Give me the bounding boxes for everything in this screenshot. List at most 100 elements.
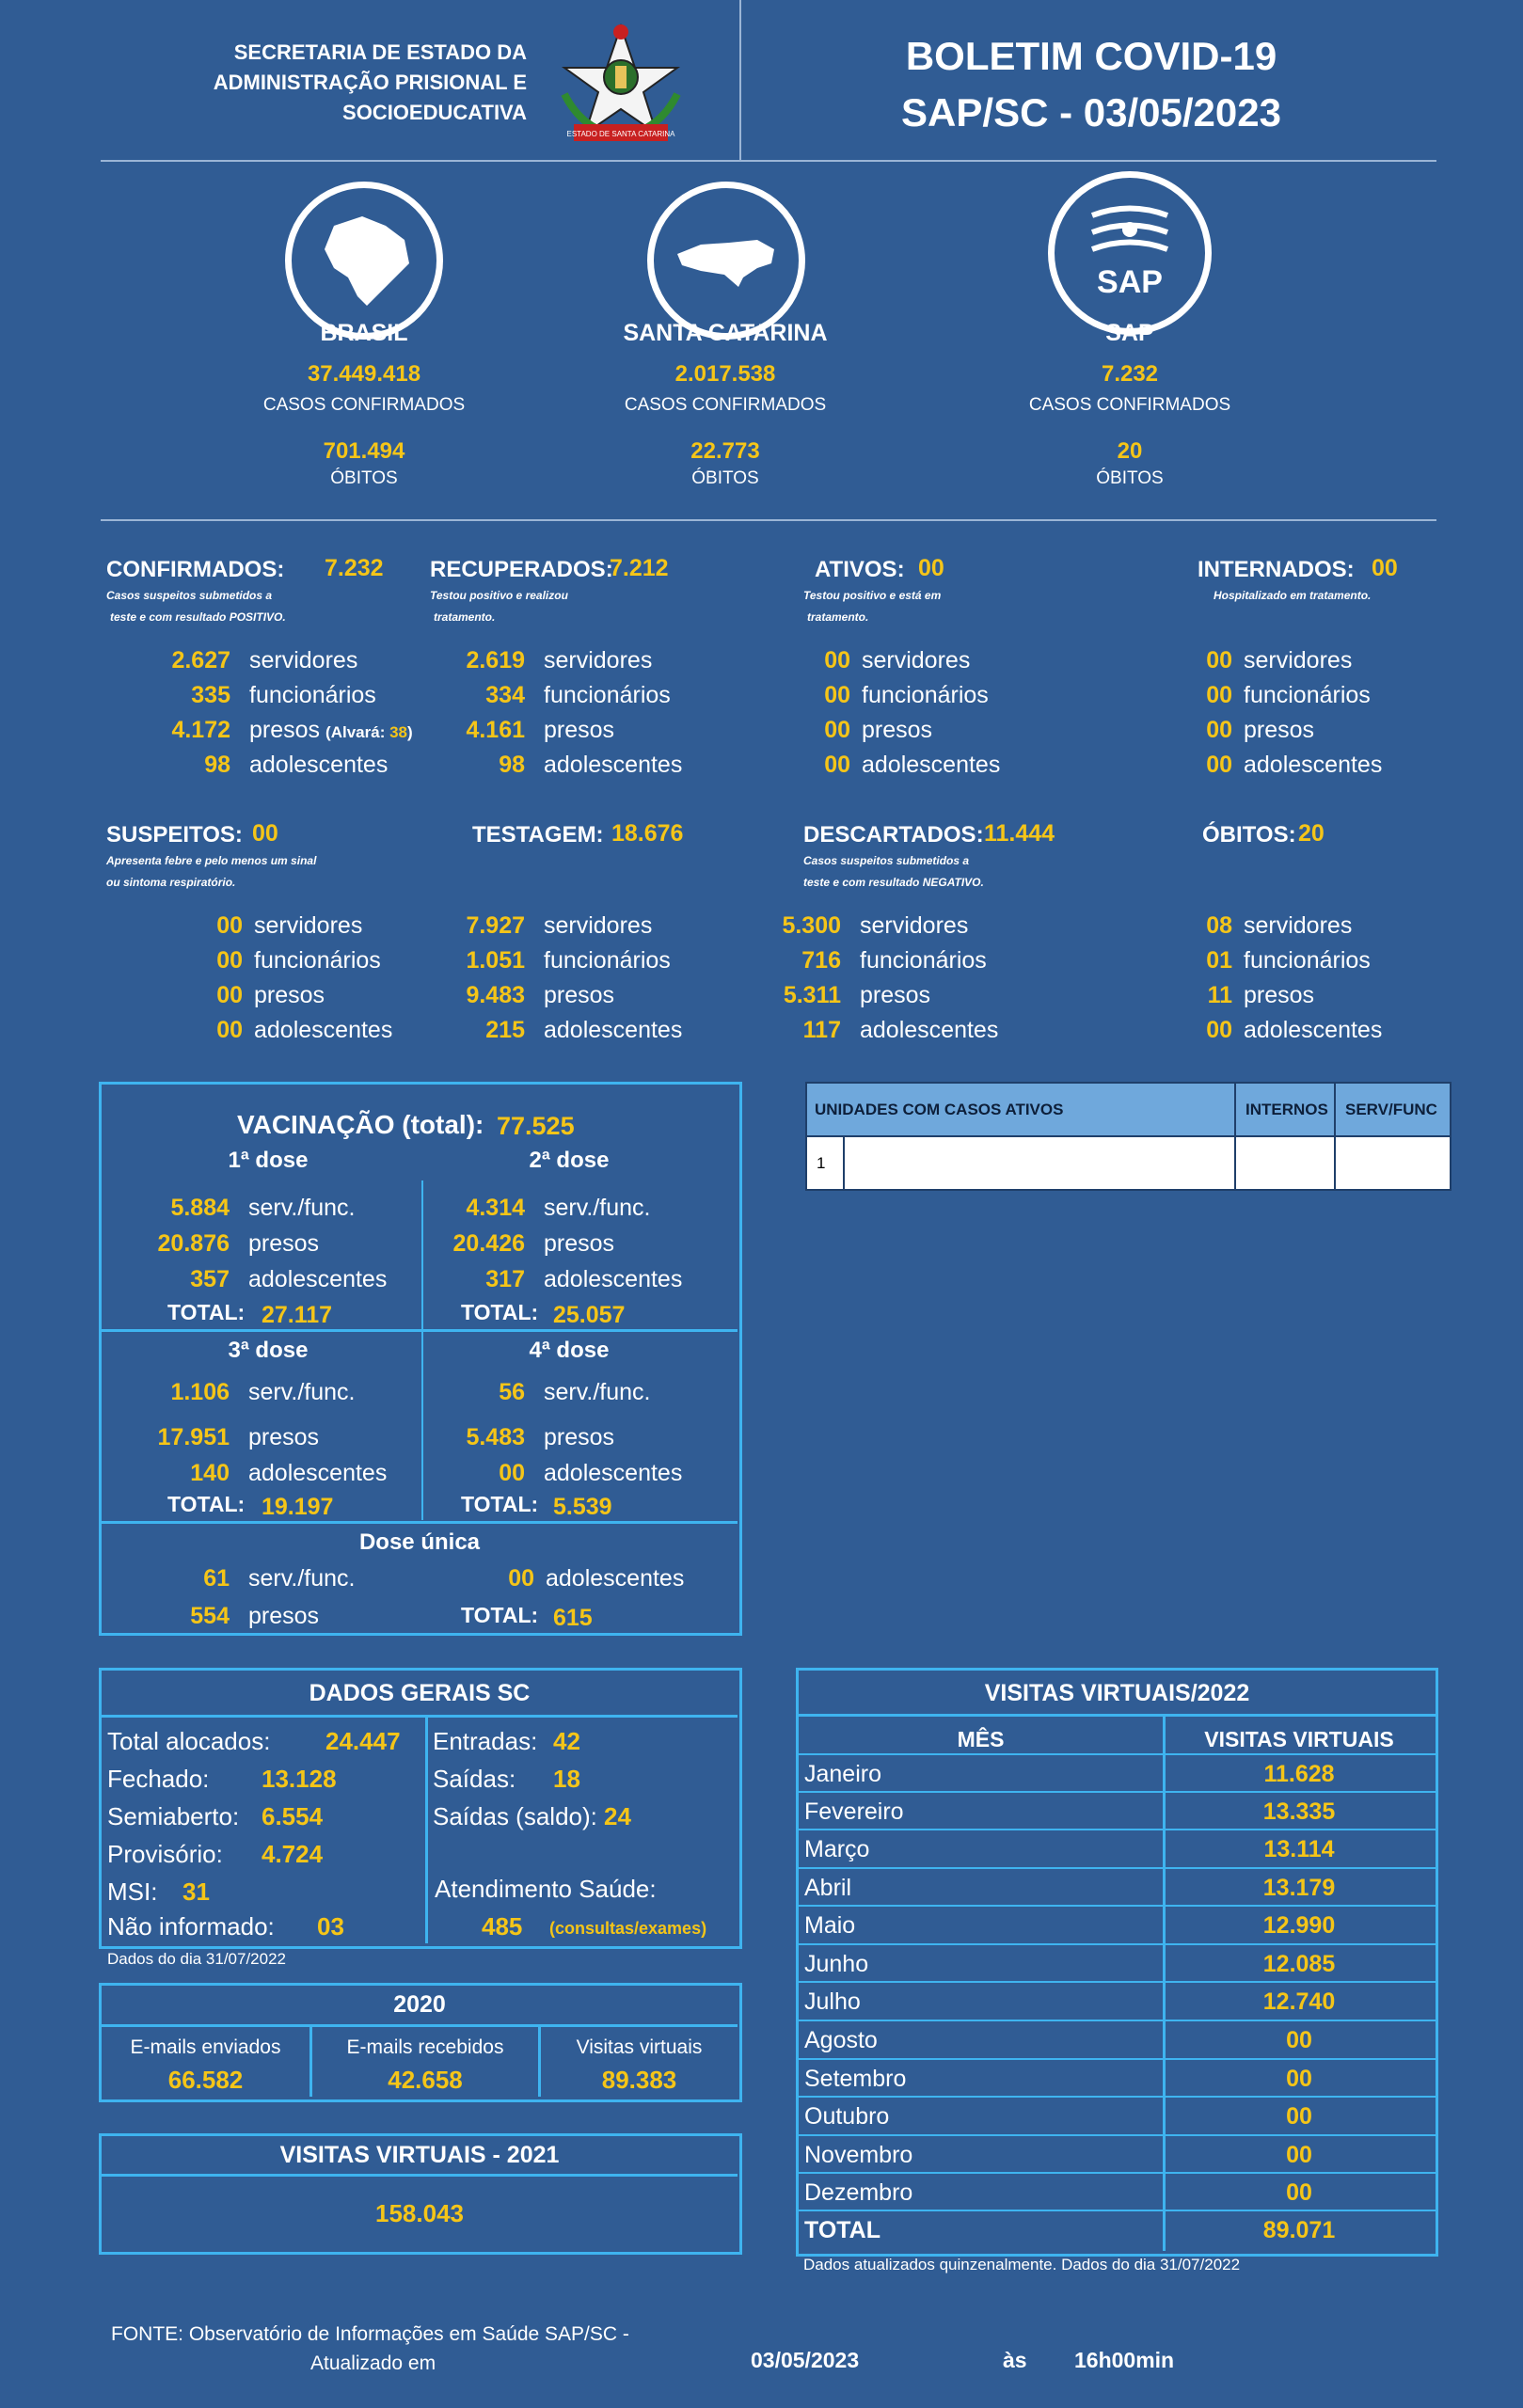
dg-left-4-value: 31 [182,1877,210,1906]
dg-left-4-label: MSI: [107,1877,158,1906]
vrow-line [799,2020,1436,2021]
row-label: adolescentes [544,1266,683,1292]
internados-row-adolescentes: 00 adolescentes [1176,752,1382,779]
row-value: 08 [1206,912,1232,939]
title-line-1: BOLETIM COVID-19 [905,34,1277,78]
row-label: servidores [1244,912,1353,939]
vacinacao-hline-2 [102,1521,738,1524]
month-value: 11.628 [1263,1761,1335,1787]
month-label: Novembro [804,2142,913,2168]
row-label: presos [1244,717,1315,743]
row-label: adolescentes [862,752,1001,778]
row-value: 117 [802,1017,841,1043]
dg-right-0-label: Entradas: [433,1727,538,1755]
confirmados-note: Casos suspeitos submetidos a teste e com… [106,585,286,628]
month-value: 12.990 [1262,1912,1336,1939]
dose3-row-presos: 17.951 presos [132,1424,320,1451]
overview-brasil-deaths: 701.494 [323,438,405,464]
month-value: 00 [1286,2027,1312,2053]
testagem-label: TESTAGEM: [472,822,604,848]
suspeitos-value: 00 [252,820,278,847]
unidades-row-divider [807,1135,1450,1137]
title-line-2: SAP/SC - 03/05/2023 [901,90,1281,135]
internados-row-funcionarios: 00 funcionários [1176,682,1371,709]
dose-unica-title: Dose única [358,1529,481,1555]
dose2-row-adolescentes: 317 adolescentes [433,1266,682,1293]
dose4-row-presos: 5.483 presos [433,1424,614,1451]
vrow-line [799,2096,1436,2098]
footer-date: 03/05/2023 [751,2348,860,2372]
footer-source-line-2: Atualizado em [310,2353,436,2374]
row-value: 00 [508,1565,534,1592]
brazil-map-icon [285,182,443,340]
dose-unica-row-adolescentes: 00 adolescentes [433,1565,684,1592]
row-value: 140 [190,1460,230,1486]
dose1-total-label: TOTAL: [167,1300,246,1324]
dose3-title: 3ª dose [228,1338,309,1363]
unidades-col-name: UNIDADES COM CASOS ATIVOS [815,1101,1064,1118]
dose1-total: 27.117 [262,1302,333,1328]
row-label: adolescentes [248,1460,388,1486]
row-value: 00 [1206,682,1232,708]
row-value: 554 [190,1603,230,1629]
overview-sc-deaths: 22.773 [690,438,760,464]
overview-brasil-deaths-label: ÓBITOS [330,468,398,488]
vrow-line [799,2134,1436,2136]
overview-sap-cases-label: CASOS CONFIRMADOS [1028,395,1231,415]
row-label: adolescentes [248,1266,388,1292]
row-value: 61 [203,1565,230,1592]
testagem-row-servidores: 7.927 servidores [433,912,652,940]
suspeitos-note-1: Apresenta febre e pelo menos um sinal [106,854,317,867]
recuperados-row-servidores: 2.619 servidores [433,647,652,674]
vrow-line [799,1943,1436,1945]
overview-brasil-cases: 37.449.418 [307,361,421,387]
month-label: Setembro [804,2066,907,2092]
dose1-row-serv: 5.884 serv./func. [132,1195,355,1222]
month-label: Janeiro [804,1761,881,1787]
org-line-2: ADMINISTRAÇÃO PRISIONAL E [213,71,527,94]
visitas2022-row: Janeiro 11.628 [801,1755,1431,1793]
vacinacao-divider-2 [421,1332,423,1520]
overview-sc-cases-label: CASOS CONFIRMADOS [624,395,827,415]
confirmados-row-funcionarios: 335 funcionários [141,682,376,709]
seal-text: ESTADO DE SANTA CATARINA [567,130,676,138]
row-value: 4.314 [466,1195,525,1221]
row-label: funcionários [860,947,987,974]
ativos-row-adolescentes: 00 adolescentes [790,752,1000,779]
row-label: funcionários [862,682,989,708]
row-value: 317 [485,1266,525,1292]
internados-row-presos: 00 presos [1176,717,1314,744]
visitas2022-total-row: TOTAL 89.071 [801,2211,1431,2249]
dose1-row-presos: 20.876 presos [132,1230,320,1258]
visitas2022-row: Novembro 00 [801,2136,1431,2174]
y2021-value: 158.043 [375,2199,464,2227]
obitos-row-funcionarios: 01 funcionários [1176,947,1371,974]
dg-left-0-label: Total alocados: [107,1727,271,1755]
row-value: 334 [485,682,525,708]
page-title: BOLETIM COVID-19 SAP/SC - 03/05/2023 [809,28,1373,141]
visitas2022-row: Dezembro 00 [801,2174,1431,2211]
unidades-col-serv: SERV/FUNC [1345,1101,1437,1118]
y2020-panel [99,1983,742,2102]
row-value: 9.483 [466,982,525,1008]
recuperados-note: Testou positivo e realizou tratamento. [430,585,568,628]
footer-as: às [1003,2348,1027,2372]
row-value: 00 [499,1460,525,1486]
row-label: funcionários [544,682,671,708]
recuperados-row-adolescentes: 98 adolescentes [433,752,682,779]
descartados-row-presos: 5.311 presos [753,982,930,1009]
month-label: Junho [804,1951,869,1977]
row-value: 2.619 [466,647,525,673]
row-label: serv./func. [544,1379,651,1405]
vrow-line [799,2210,1436,2211]
descartados-label: DESCARTADOS: [803,822,984,848]
visitas2022-row: Fevereiro 13.335 [801,1793,1431,1830]
row-value: 98 [499,752,525,778]
row-value: 4.161 [466,717,525,743]
dose-unica-row-presos: 554 presos [132,1603,319,1630]
visitas2022-footnote: Dados atualizados quinzenalmente. Dados … [803,2256,1241,2273]
unidades-row-index: 1 [817,1154,826,1172]
y2020-col3-value: 89.383 [601,2066,677,2094]
row-label: adolescentes [1244,752,1383,778]
unidades-table: UNIDADES COM CASOS ATIVOS INTERNOS SERV/… [805,1082,1452,1191]
